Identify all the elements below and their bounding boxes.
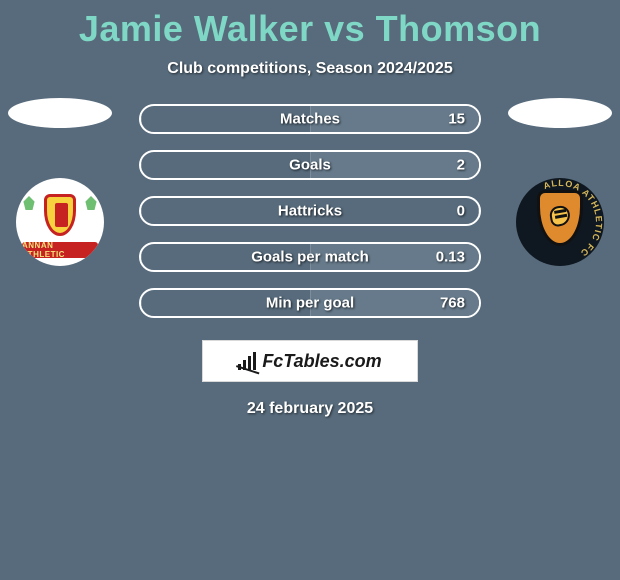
- stat-label: Goals: [289, 157, 331, 174]
- stat-value-right: 15: [448, 111, 465, 128]
- player-left-avatar: [8, 98, 112, 128]
- stat-bar: Min per goal 768: [139, 288, 481, 318]
- stat-fill-right: [478, 198, 479, 224]
- stat-value-right: 0.13: [436, 249, 465, 266]
- stat-fill-right: [310, 152, 479, 178]
- stat-value-right: 2: [457, 157, 465, 174]
- player-right: ALLOA ATHLETIC FC: [500, 98, 620, 266]
- stat-bar: Matches 15: [139, 104, 481, 134]
- comparison-container: ANNAN ATHLETIC ALLOA ATHLETIC FC Matches…: [0, 104, 620, 318]
- stat-fill-left: [141, 106, 142, 132]
- stat-fill-left: [141, 198, 142, 224]
- stat-fill-left: [141, 244, 142, 270]
- svg-text:ALLOA ATHLETIC FC: ALLOA ATHLETIC FC: [542, 178, 604, 259]
- stat-label: Min per goal: [266, 295, 354, 312]
- stat-fill-left: [141, 290, 142, 316]
- player-right-avatar: [508, 98, 612, 128]
- club-ring-text: ALLOA ATHLETIC FC: [516, 178, 604, 266]
- subtitle: Club competitions, Season 2024/2025: [0, 60, 620, 78]
- stat-bar: Hattricks 0: [139, 196, 481, 226]
- stat-fill-left: [141, 152, 142, 178]
- date-label: 24 february 2025: [0, 400, 620, 418]
- brand-text: FcTables.com: [262, 351, 381, 372]
- thistle-icon: [84, 196, 98, 210]
- stat-bar: Goals per match 0.13: [139, 242, 481, 272]
- stat-value-right: 0: [457, 203, 465, 220]
- stat-value-right: 768: [440, 295, 465, 312]
- page-title: Jamie Walker vs Thomson: [0, 0, 620, 50]
- player-left-club-badge: ANNAN ATHLETIC: [16, 178, 104, 266]
- stats-list: Matches 15 Goals 2 Hattricks 0 Goals per match…: [139, 104, 481, 318]
- club-ribbon-left: ANNAN ATHLETIC: [22, 242, 98, 258]
- thistle-icon: [22, 196, 36, 210]
- bar-chart-icon: [238, 352, 256, 370]
- stat-label: Matches: [280, 111, 340, 128]
- stat-label: Hattricks: [278, 203, 342, 220]
- player-right-club-badge: ALLOA ATHLETIC FC: [516, 178, 604, 266]
- stat-bar: Goals 2: [139, 150, 481, 180]
- player-left: ANNAN ATHLETIC: [0, 98, 120, 266]
- stat-label: Goals per match: [251, 249, 369, 266]
- brand-box[interactable]: FcTables.com: [202, 340, 418, 382]
- shield-icon: [44, 194, 76, 236]
